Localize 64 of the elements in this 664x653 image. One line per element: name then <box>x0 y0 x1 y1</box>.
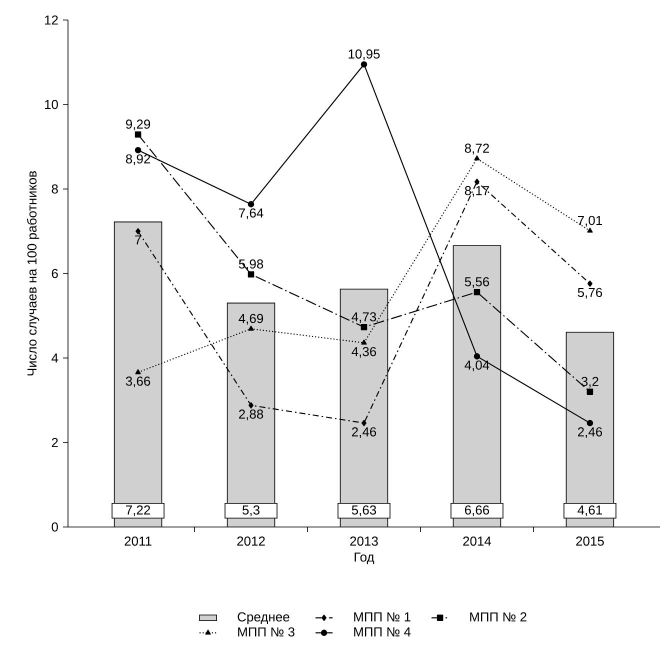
point <box>360 61 368 68</box>
data-label: 3,2 <box>581 376 598 388</box>
data-label: 8,72 <box>464 144 489 154</box>
point <box>248 271 254 278</box>
data-label: 7 <box>135 235 142 244</box>
point <box>136 228 141 234</box>
data-label: 8,92 <box>126 154 150 166</box>
y-tick-label: 2 <box>52 438 58 448</box>
data-label: 9,29 <box>126 120 150 130</box>
data-label: 7,64 <box>239 208 264 220</box>
data-label: 2,46 <box>578 427 602 438</box>
data-label: 5,3 <box>242 505 260 516</box>
point <box>135 369 141 374</box>
data-label: 2,88 <box>239 410 264 420</box>
data-label: 4,04 <box>464 360 490 372</box>
data-label: 7,22 <box>126 505 150 516</box>
point <box>474 155 480 160</box>
point <box>474 288 480 296</box>
point <box>587 280 592 287</box>
point <box>586 388 594 395</box>
legend-label: МПП № 2 <box>470 612 526 622</box>
legend-label: Среднее <box>238 612 290 624</box>
data-label: 5,76 <box>578 288 602 299</box>
x-tick-label: 2011 <box>124 536 152 546</box>
data-label: 5,98 <box>238 259 264 270</box>
point <box>248 326 254 331</box>
point <box>362 420 367 426</box>
data-label: 6,66 <box>464 505 490 516</box>
data-label: 5,63 <box>352 505 376 516</box>
data-label: 4,69 <box>238 314 264 325</box>
point <box>134 131 142 138</box>
data-label: 2,46 <box>352 427 376 438</box>
x-axis-title: Год <box>354 552 374 564</box>
x-tick-label: 2015 <box>576 536 604 546</box>
data-label: 7,01 <box>578 216 602 227</box>
point <box>248 201 254 208</box>
point <box>248 402 254 408</box>
y-tick-label: 12 <box>44 15 58 25</box>
legend-label: МПП № 3 <box>238 627 294 637</box>
data-label: 8,17 <box>464 186 489 197</box>
y-tick-label: 6 <box>52 268 58 278</box>
legend-label: МПП № 1 <box>354 612 410 622</box>
data-label: 5,56 <box>464 277 490 288</box>
point <box>361 340 367 345</box>
point <box>134 146 142 154</box>
x-tick-label: 2014 <box>463 536 492 546</box>
point <box>474 353 480 360</box>
data-label: 4,73 <box>352 312 376 323</box>
point <box>360 324 368 330</box>
legend-label: МПП № 4 <box>354 627 411 636</box>
y-tick-label: 0 <box>52 522 58 532</box>
y-tick-label: 10 <box>44 100 58 110</box>
data-label: 3,66 <box>126 376 150 388</box>
y-tick-label: 4 <box>52 354 58 362</box>
point <box>587 228 593 233</box>
data-label: 10,95 <box>348 49 380 60</box>
x-tick-label: 2013 <box>350 536 378 546</box>
x-tick-label: 2012 <box>237 536 265 546</box>
point <box>474 178 480 185</box>
y-axis-title: Число случаев на 100 работников <box>26 171 40 376</box>
data-label: 4,61 <box>578 505 602 516</box>
data-label: 4,36 <box>352 346 376 358</box>
point <box>586 420 594 426</box>
y-tick-label: 8 <box>52 184 58 194</box>
